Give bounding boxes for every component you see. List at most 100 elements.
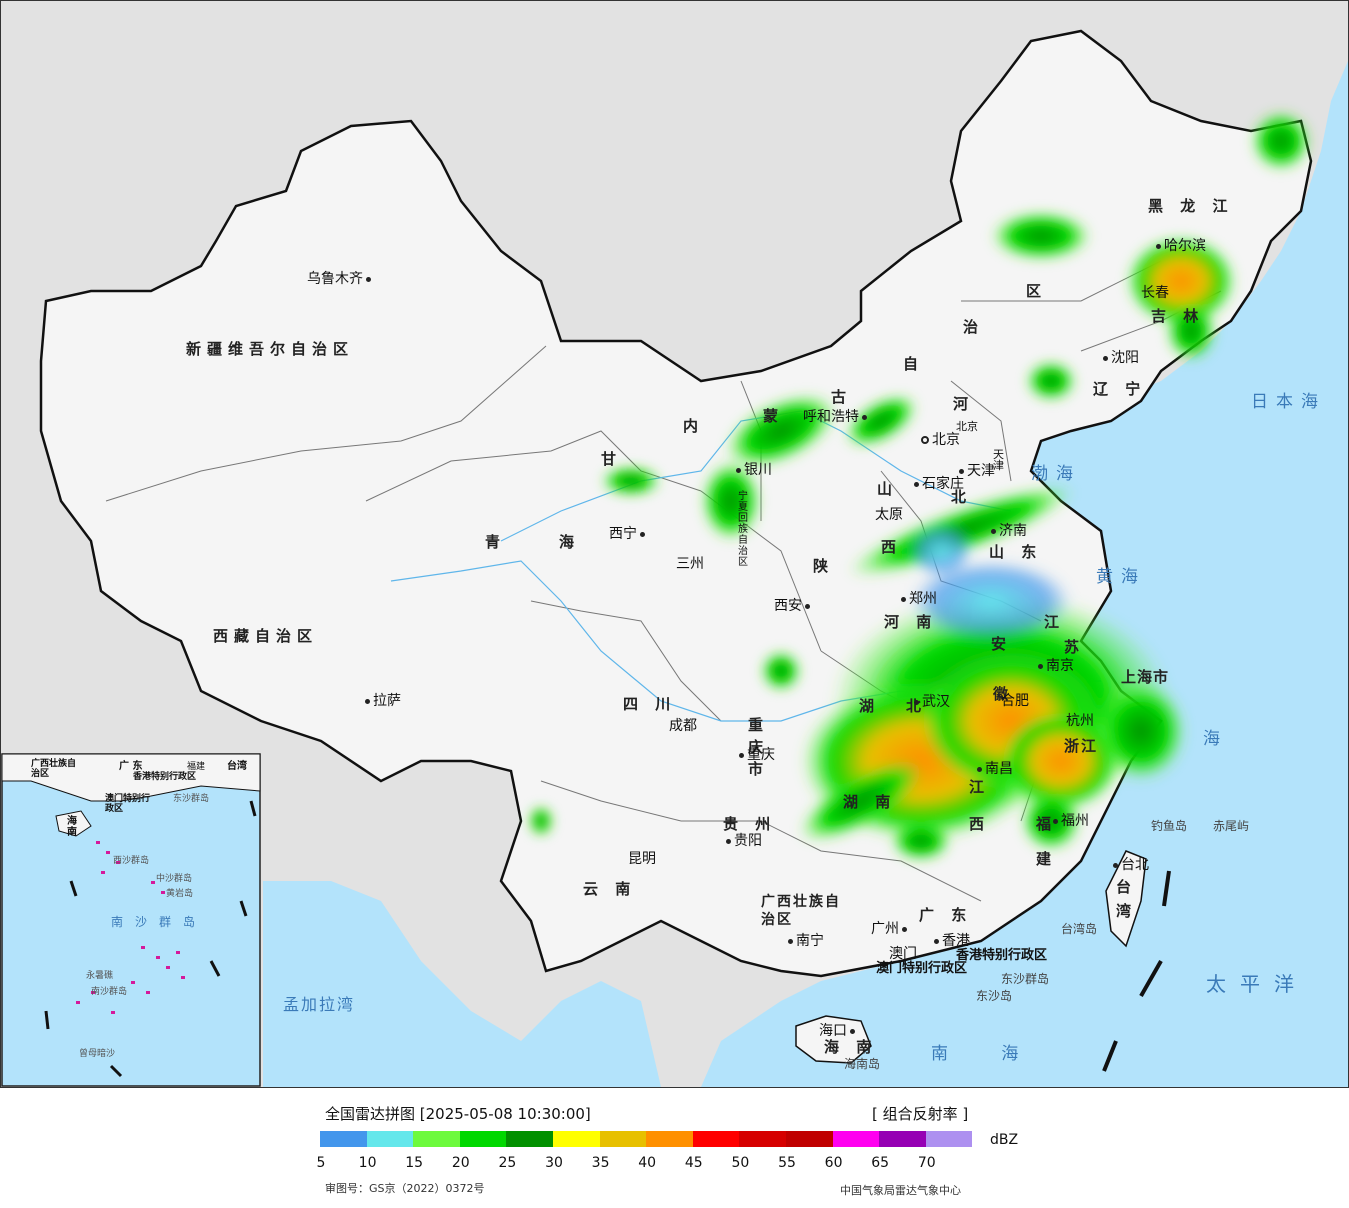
province-fujian-2: 建 (1036, 850, 1058, 868)
city-wuhan: 武汉 (914, 694, 950, 710)
city-xining: 西宁 (609, 526, 645, 542)
city-guiyang: 贵阳 (726, 833, 762, 849)
color-swatch (692, 1131, 740, 1147)
province-anhui-2: 徽 (993, 685, 1015, 703)
city-taipei: 台北 (1113, 857, 1149, 873)
province-gansu: 甘 (601, 450, 623, 468)
legend-tick-label: 45 (684, 1155, 703, 1171)
province-yunnan: 云 南 (583, 880, 637, 898)
province-hongkong: 香港特别行政区 (956, 948, 1048, 963)
inset-huangyan: 黄岩岛 (166, 889, 194, 899)
inset-sea: 南沙群岛 (111, 915, 208, 929)
province-jiangxi-2: 西 (969, 815, 991, 833)
province-henan: 河 南 (884, 613, 938, 631)
province-heilongjiang: 黑 龙 江 (1148, 197, 1234, 215)
inset-yongshu: 永暑礁 (86, 971, 114, 981)
color-swatch (646, 1131, 693, 1147)
city-nanning: 南宁 (788, 933, 824, 949)
island-dongsha-group: 东沙群岛 (1001, 972, 1050, 986)
city-harbin: 哈尔滨 (1156, 238, 1206, 254)
legend-product: [ 组合反射率 ] (872, 1105, 969, 1123)
sea-bengal: 孟加拉湾 (283, 995, 356, 1014)
legend-unit: dBZ (990, 1132, 1019, 1148)
legend-tick-label: 35 (591, 1155, 610, 1171)
province-ningxia: 宁夏回族自治区 (738, 491, 748, 568)
legend-tick-label: 50 (731, 1155, 750, 1171)
inset-hainan: 海南 (67, 816, 77, 838)
city-chongqing: 重庆 (739, 747, 775, 763)
color-swatch (459, 1131, 507, 1147)
city-xian: 西安 (774, 598, 810, 614)
color-scale-bar (320, 1131, 973, 1147)
legend-tick-label: 65 (871, 1155, 890, 1171)
inset-guangdong: 广 东 (119, 761, 143, 772)
island-chiwei: 赤尾屿 (1213, 819, 1250, 833)
inset-zhongsha: 中沙群岛 (156, 874, 193, 884)
radar-echoes (529, 111, 1311, 861)
legend-tick-label: 15 (405, 1155, 424, 1171)
province-hebei-1: 河 (953, 395, 975, 413)
city-beijing: 北京 (921, 432, 960, 448)
province-hainan: 海 南 (824, 1038, 878, 1056)
province-nmg-5: 治 (963, 318, 985, 336)
inset-dongsha: 东沙群岛 (173, 794, 210, 804)
city-taiyuan: 太原 (875, 507, 903, 523)
province-xizang: 西藏自治区 (213, 627, 319, 645)
inset-fujian: 福建 (187, 762, 206, 772)
legend-tick-label: 20 (451, 1155, 470, 1171)
nine-dash-line (1102, 870, 1171, 1072)
map-approval-number: 审图号：GS京（2022）0372号 (325, 1182, 485, 1195)
city-hohhot: 呼和浩特 (803, 409, 867, 425)
inset-hk: 香港特别行政区 (133, 772, 197, 782)
province-fujian-1: 福 (1036, 815, 1058, 833)
province-xinjiang: 新疆维吾尔自治区 (186, 340, 355, 358)
city-zhengzhou: 郑州 (901, 591, 937, 607)
city-nanjing: 南京 (1038, 658, 1074, 674)
city-urumqi: 乌鲁木齐 (307, 271, 371, 287)
city-guangzhou: 广州 (871, 921, 907, 937)
label-beijing-small: 北京 (956, 420, 978, 433)
radar-map: 新疆维吾尔自治区 西藏自治区 青 海 甘 四 川 云 南 贵 州 广西壮族自治区… (0, 0, 1349, 1088)
legend-tick-label: 70 (917, 1155, 936, 1171)
legend-tick-label: 30 (545, 1155, 563, 1171)
ocean-east (701, 61, 1348, 1087)
label-tianjin-small: 天津 (993, 448, 1004, 472)
province-anhui-1: 安 (991, 635, 1013, 653)
color-swatch (552, 1131, 600, 1147)
province-taiwan-2: 湾 (1116, 902, 1138, 920)
province-macau: 澳门特别行政区 (876, 961, 968, 976)
city-hangzhou: 杭州 (1066, 713, 1094, 729)
province-nmg-3: 古 (831, 388, 853, 406)
province-shanxi-2: 西 (881, 538, 903, 556)
inset-xisha: 西沙群岛 (113, 856, 150, 866)
organization-credit: 中国气象局雷达气象中心 (840, 1184, 961, 1197)
color-swatch (320, 1131, 367, 1147)
sea-japan: 日本海 (1251, 392, 1326, 412)
color-swatch (366, 1131, 414, 1147)
sea-bohai: 渤海 (1031, 464, 1081, 484)
ocean-bengal (263, 881, 661, 1087)
inset-nansha: 南沙群岛 (91, 987, 128, 997)
province-hunan: 湖 南 (843, 793, 897, 811)
province-shanxi-1: 山 (877, 480, 899, 498)
color-swatch (413, 1131, 460, 1147)
south-china-sea-inset (1, 753, 261, 1087)
island-dongsha: 东沙岛 (976, 989, 1013, 1003)
color-swatch (879, 1131, 926, 1147)
city-hk: 香港 (934, 933, 970, 949)
province-zhejiang: 浙江 (1064, 737, 1099, 755)
color-swatch (832, 1131, 880, 1147)
province-hubei-1: 湖 (859, 697, 881, 715)
city-haikou: 海口 (819, 1023, 855, 1039)
color-swatch (506, 1131, 553, 1147)
sea-east: 海 (1203, 729, 1228, 749)
legend-tick-label: 55 (778, 1155, 796, 1171)
province-sichuan: 四 川 (623, 695, 677, 713)
province-nmg-2: 蒙 (763, 407, 785, 425)
city-tianjin: 天津 (959, 463, 995, 479)
province-jiangsu-2: 苏 (1064, 638, 1086, 656)
legend-tick-label: 5 (316, 1155, 326, 1171)
map-canvas (1, 29, 1348, 1087)
island-hainan: 海南岛 (844, 1057, 881, 1071)
color-swatch (599, 1131, 647, 1147)
